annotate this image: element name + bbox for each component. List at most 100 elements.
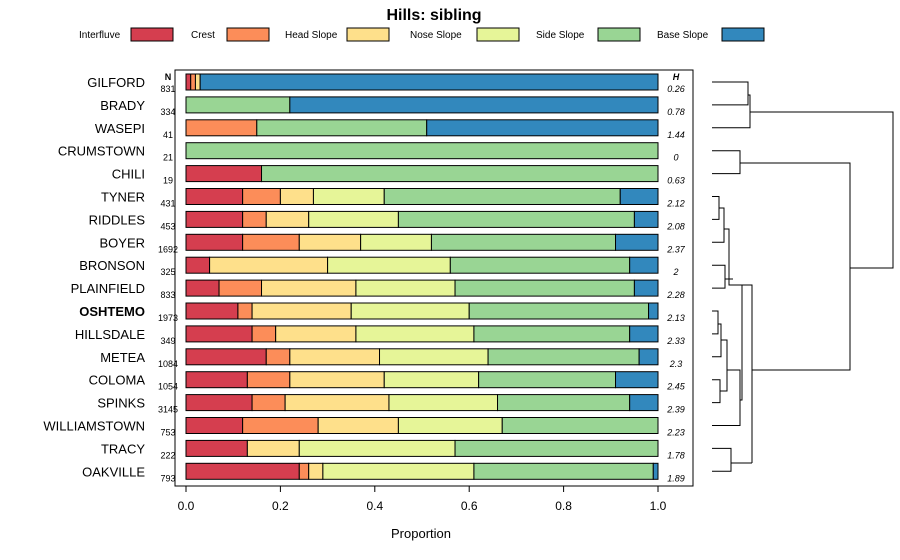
bar-segment-interfluve (185, 394, 253, 412)
row-label: WASEPI (95, 121, 145, 136)
bar-segment-crest (242, 188, 281, 205)
legend-swatch (721, 27, 765, 42)
row-h: 2.12 (666, 199, 685, 209)
row-h: 2.28 (666, 290, 685, 300)
row-n: 21 (163, 153, 173, 163)
legend-label: Base Slope (657, 30, 709, 41)
bar-segment-head-slope (289, 348, 381, 366)
bar-segment-base-slope (615, 371, 659, 389)
bar-row: METEA 1084 2.3 (100, 348, 683, 369)
row-h: 0 (673, 153, 678, 163)
row-label: TRACY (101, 441, 145, 456)
bar-segment-nose-slope (312, 188, 385, 205)
bar-segment-nose-slope (322, 462, 475, 480)
bar-segment-crest (251, 325, 277, 343)
row-n: 793 (160, 473, 175, 483)
x-tick-label: 1.0 (650, 499, 667, 513)
row-h: 2.33 (666, 336, 685, 346)
bar-segment-side-slope (185, 96, 291, 114)
bar-segment-side-slope (261, 165, 659, 183)
x-tick-label: 0.4 (366, 499, 383, 513)
bar-row: OAKVILLE 793 1.89 (82, 462, 685, 483)
row-label: GILFORD (87, 75, 145, 90)
legend-label: Nose Slope (410, 30, 462, 41)
row-n: 753 (160, 428, 175, 438)
bar-row: CHILI 19 0.63 (112, 165, 685, 186)
bar-segment-side-slope (185, 142, 659, 160)
bar-segment-head-slope (279, 188, 314, 205)
bar-segment-interfluve (185, 279, 220, 297)
row-label: METEA (100, 350, 145, 365)
row-h: 2.37 (666, 244, 686, 254)
row-n: 1973 (158, 313, 178, 323)
bar-segment-interfluve (185, 439, 248, 457)
row-n: 431 (160, 199, 175, 209)
bar-segment-side-slope (430, 233, 617, 251)
bar-segment-nose-slope (327, 256, 451, 274)
dendrogram-branch (742, 284, 753, 463)
plot-frame (174, 69, 694, 487)
row-label: OAKVILLE (82, 464, 145, 479)
row-h: 0.63 (667, 176, 685, 186)
bar-segment-base-slope (629, 394, 659, 412)
bar-row: HILLSDALE 349 2.33 (75, 325, 685, 346)
legend-label: Head Slope (285, 30, 338, 41)
row-n: 41 (163, 130, 173, 140)
bar-row: CRUMSTOWN 21 0 (58, 142, 679, 163)
bar-segment-interfluve (185, 371, 248, 389)
row-label: BRADY (100, 98, 145, 113)
bar-segment-head-slope (209, 256, 329, 274)
dendrogram-branch (712, 264, 726, 289)
bar-segment-nose-slope (397, 417, 503, 434)
row-h: 2.3 (669, 359, 683, 369)
bar-segment-base-slope (615, 233, 659, 251)
row-h: 2.13 (666, 313, 685, 323)
legend-swatch (476, 27, 520, 42)
dendrogram-branch (712, 310, 719, 335)
bar-segment-nose-slope (308, 210, 399, 228)
bar-segment-interfluve (185, 302, 239, 320)
bar-segment-nose-slope (388, 394, 499, 412)
x-tick-label: 0.8 (555, 499, 572, 513)
row-n: 831 (160, 84, 175, 94)
bar-segment-head-slope (194, 73, 201, 91)
row-h: 2.23 (666, 428, 685, 438)
bar-segment-nose-slope (355, 325, 475, 343)
bar-segment-crest (246, 371, 291, 389)
dendrogram-branch (750, 111, 894, 269)
x-axis-label: Proportion (391, 526, 451, 541)
bar-segment-interfluve (185, 233, 244, 251)
bar-row: RIDDLES 453 2.08 (89, 210, 685, 231)
dendrogram-branch (712, 447, 732, 472)
bar-segment-nose-slope (298, 439, 456, 457)
dendrogram-branch (712, 369, 741, 426)
bar-segment-nose-slope (379, 348, 489, 366)
bar-row: TYNER 431 2.12 (101, 188, 685, 209)
row-label: WILLIAMSTOWN (43, 419, 145, 434)
bar-segment-interfluve (185, 73, 192, 91)
legend-swatch (226, 27, 270, 42)
row-n: 453 (160, 221, 175, 231)
bar-segment-side-slope (478, 371, 617, 389)
bar-segment-base-slope (619, 188, 659, 205)
row-label: TYNER (101, 190, 145, 205)
bar-segment-head-slope (284, 394, 390, 412)
row-h: 2.39 (666, 405, 685, 415)
bar-row: SPINKS 3145 2.39 (97, 394, 685, 415)
x-tick-label: 0.2 (272, 499, 289, 513)
bar-row: GILFORD 831 0.26 (87, 73, 685, 94)
bar-row: BOYER 1692 2.37 (99, 233, 686, 254)
row-h: 1.78 (667, 450, 685, 460)
bar-segment-side-slope (473, 325, 631, 343)
dendrogram-branch (752, 268, 851, 371)
row-label: CRUMSTOWN (58, 144, 145, 159)
bar-segment-nose-slope (355, 279, 456, 297)
bar-segment-side-slope (449, 256, 631, 274)
bar-segment-head-slope (246, 439, 300, 457)
legend-label: Interfluve (79, 30, 121, 41)
bar-segment-crest (251, 394, 286, 412)
row-label: BRONSON (79, 258, 145, 273)
bar-row: COLOMA 1054 2.45 (89, 371, 686, 392)
row-label: OSHTEMO (79, 304, 145, 319)
bar-segment-base-slope (638, 348, 659, 366)
